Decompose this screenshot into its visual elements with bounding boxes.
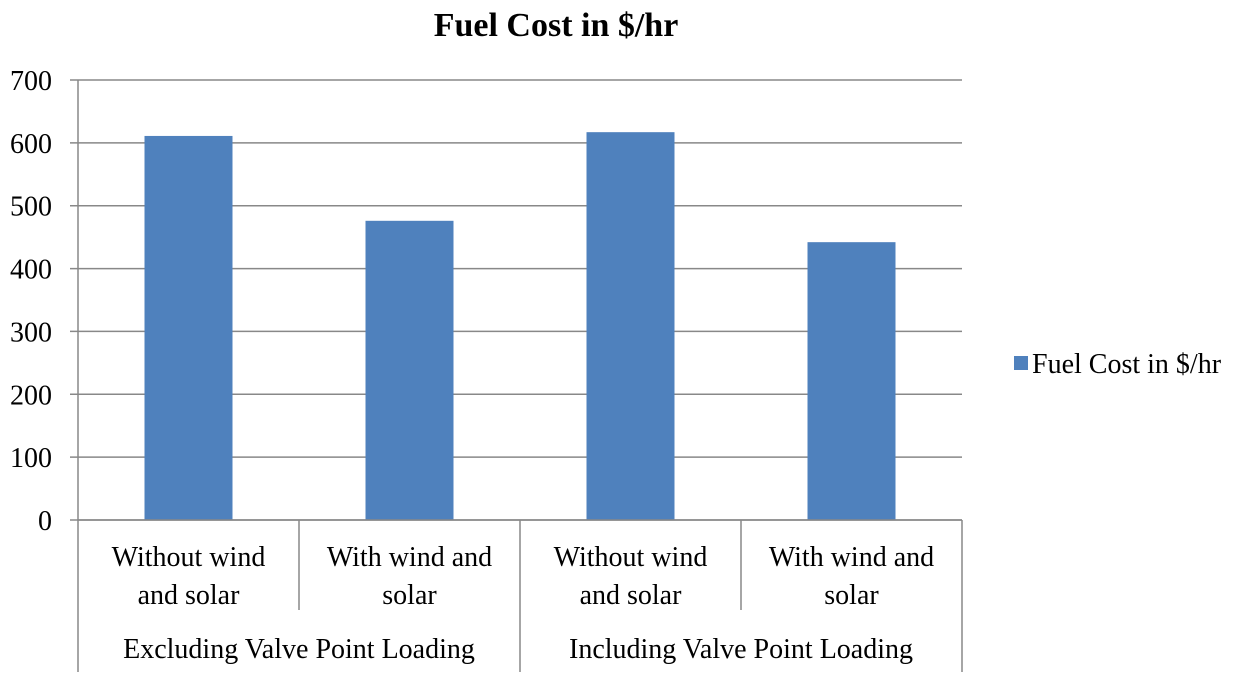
- x-category-label: With wind and: [769, 542, 934, 573]
- legend-label: Fuel Cost in $/hr: [1032, 349, 1222, 380]
- y-tick-label: 200: [10, 380, 52, 411]
- x-category-label: Without wind: [554, 542, 708, 573]
- x-category-label: With wind and: [327, 542, 492, 573]
- legend-swatch: [1014, 356, 1028, 370]
- x-category-label: Without wind: [112, 542, 266, 573]
- legend: Fuel Cost in $/hr: [1014, 349, 1222, 380]
- x-category-label: solar: [824, 580, 879, 611]
- y-tick-label: 700: [10, 66, 52, 97]
- y-tick-label: 400: [10, 255, 52, 286]
- x-axis-labels: Without wind and solar With wind and solar W…: [112, 542, 934, 665]
- chart-title: Fuel Cost in $/hr: [434, 7, 679, 44]
- bars: [144, 132, 896, 521]
- bar: [807, 242, 896, 520]
- y-tick-label: 0: [38, 506, 52, 537]
- x-group-label: Excluding Valve Point Loading: [123, 634, 475, 665]
- y-axis-ticks: 0 100 200 300 400 500 600 700: [10, 66, 52, 537]
- bar: [586, 132, 675, 520]
- y-tick-label: 100: [10, 443, 52, 474]
- x-category-label: and solar: [580, 580, 683, 611]
- x-category-label: and solar: [138, 580, 241, 611]
- y-tick-label: 300: [10, 317, 52, 348]
- bar: [365, 220, 454, 521]
- y-tick-label: 600: [10, 129, 52, 160]
- y-tick-label: 500: [10, 192, 52, 223]
- x-group-label: Including Valve Point Loading: [569, 634, 913, 665]
- axes: [77, 80, 963, 672]
- x-category-label: solar: [382, 580, 437, 611]
- bar: [144, 135, 233, 520]
